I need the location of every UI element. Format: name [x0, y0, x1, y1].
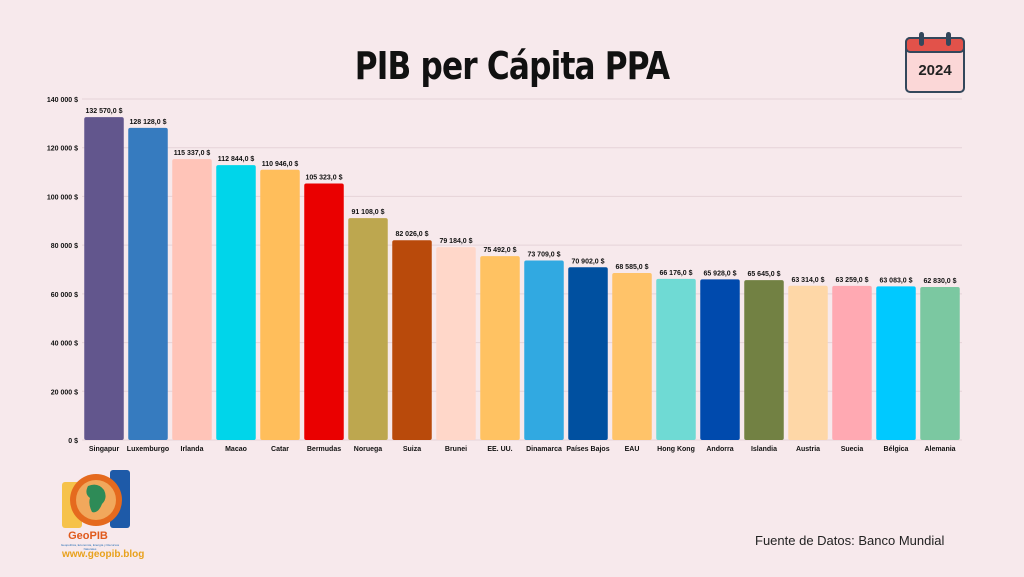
bar-islandia [744, 280, 784, 440]
bar-value-label: 91 108,0 $ [351, 209, 384, 216]
bar-value-label: 115 337,0 $ [174, 150, 211, 157]
chart-title: PIB per Cápita PPA [354, 44, 670, 88]
y-tick-label: 100 000 $ [47, 194, 78, 201]
x-tick-label: Macao [225, 446, 247, 453]
bar-irlanda [172, 159, 212, 440]
bar-brunei [436, 247, 476, 440]
bar-alemania [920, 286, 960, 440]
bar-value-label: 68 585,0 $ [615, 264, 648, 271]
bar-value-label: 110 946,0 $ [262, 161, 299, 168]
x-tick-label: Singapur [89, 446, 120, 453]
bar-value-label: 63 314,0 $ [791, 277, 824, 284]
y-tick-label: 0 $ [68, 438, 78, 445]
bar-value-label: 105 323,0 $ [306, 174, 343, 181]
bar-ee-uu- [480, 256, 520, 440]
bar-value-label: 128 128,0 $ [130, 119, 167, 126]
bar-austria [788, 285, 828, 440]
bar-suecia [832, 285, 872, 440]
bar-suiza [392, 240, 432, 440]
x-tick-label: Noruega [354, 446, 383, 453]
y-tick-label: 40 000 $ [51, 341, 78, 348]
x-tick-label: Andorra [706, 446, 733, 453]
bar-andorra [700, 279, 740, 440]
bar-catar [260, 169, 300, 440]
bar-hong-kong [656, 278, 696, 440]
bar-value-label: 63 259,0 $ [835, 277, 868, 284]
bar-macao [216, 165, 256, 440]
x-tick-label: Austria [796, 446, 820, 453]
bar-eau [612, 272, 652, 440]
x-tick-label: Catar [271, 446, 289, 453]
bar-value-label: 62 830,0 $ [923, 278, 956, 285]
x-tick-label: Bermudas [307, 446, 341, 453]
data-source: Fuente de Datos: Banco Mundial [755, 533, 945, 548]
x-tick-label: EAU [625, 446, 640, 453]
logo-name: GeoPIB [68, 530, 108, 542]
bar-value-label: 70 902,0 $ [571, 258, 604, 265]
bar-value-label: 79 184,0 $ [439, 238, 472, 245]
x-tick-label: Dinamarca [526, 446, 562, 453]
x-tick-label: Luxemburgo [127, 446, 169, 453]
y-tick-label: 140 000 $ [47, 97, 78, 104]
x-tick-label: Países Bajos [566, 446, 609, 453]
bar-value-label: 73 709,0 $ [527, 251, 560, 258]
bar-dinamarca [524, 260, 564, 440]
bar-luxemburgo [128, 127, 168, 440]
y-tick-label: 80 000 $ [51, 243, 78, 250]
logo-url: www.geopib.blog [62, 549, 145, 560]
calendar-icon: 2024 [905, 32, 965, 94]
x-tick-label: Suiza [403, 446, 421, 453]
globe-logo-icon [58, 468, 138, 563]
x-tick-label: EE. UU. [487, 446, 512, 453]
x-tick-label: Alemania [924, 446, 955, 453]
x-tick-label: Hong Kong [657, 446, 695, 453]
calendar-year: 2024 [918, 62, 952, 79]
bar-value-label: 65 645,0 $ [747, 271, 780, 278]
y-tick-label: 60 000 $ [51, 292, 78, 299]
bar-b-lgica [876, 286, 916, 440]
y-tick-label: 20 000 $ [51, 389, 78, 396]
logo-tagline: Geopolítica, Economía, Energía y Recurso… [60, 543, 120, 551]
x-tick-label: Brunei [445, 446, 467, 453]
bar-noruega [348, 218, 388, 440]
bar-value-label: 63 083,0 $ [879, 277, 912, 284]
x-tick-label: Islandia [751, 446, 777, 453]
bar-singapur [84, 117, 124, 441]
bar-value-label: 66 176,0 $ [659, 270, 692, 277]
bar-value-label: 65 928,0 $ [703, 270, 736, 277]
y-tick-label: 120 000 $ [47, 146, 78, 153]
bar-pa-ses-bajos [568, 267, 608, 440]
x-tick-label: Irlanda [181, 446, 204, 453]
bar-value-label: 82 026,0 $ [395, 231, 428, 238]
bar-value-label: 112 844,0 $ [218, 156, 255, 163]
x-tick-label: Suecia [841, 446, 864, 453]
bar-value-label: 132 570,0 $ [86, 108, 123, 115]
bar-bermudas [304, 183, 344, 440]
bar-value-label: 75 492,0 $ [483, 247, 516, 254]
x-tick-label: Bélgica [884, 446, 909, 453]
